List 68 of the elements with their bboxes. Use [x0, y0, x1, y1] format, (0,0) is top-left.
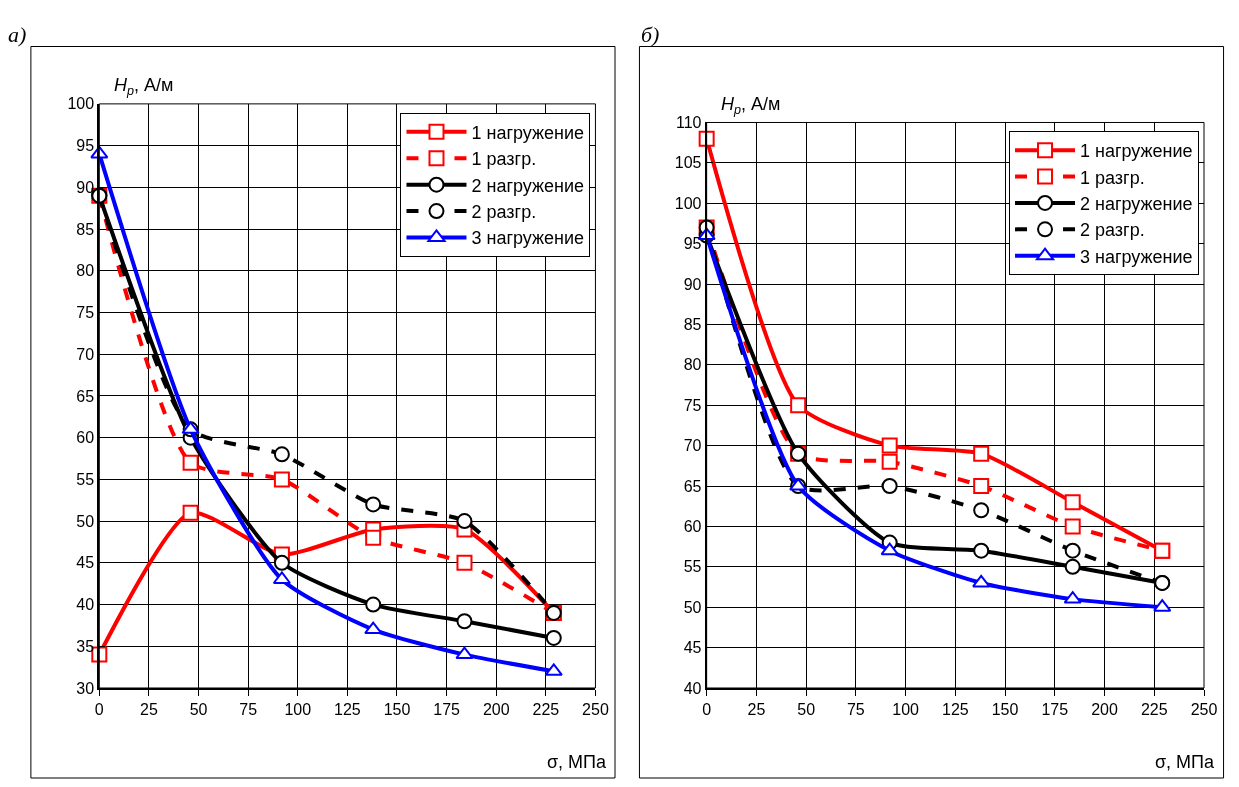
y-tick-label: 65 — [683, 477, 702, 495]
x-tick-label: 200 — [1091, 701, 1118, 719]
x-tick-label: 100 — [284, 701, 312, 719]
y-tick-label: 65 — [76, 387, 95, 405]
y-tick-label: 90 — [76, 178, 95, 196]
y-tick-label: 50 — [76, 512, 95, 530]
x-tick-label: 250 — [582, 701, 609, 719]
legend-label: 1 нагружение — [1080, 141, 1193, 162]
x-tick-label: 50 — [797, 701, 816, 719]
x-tick-label: 50 — [189, 701, 208, 719]
y-tick-label: 50 — [683, 598, 702, 616]
legend-label: 2 разгр. — [471, 202, 537, 223]
x-axis-title: σ, МПа — [1155, 752, 1216, 772]
y-tick-label: 105 — [674, 154, 702, 172]
y-tick-label: 55 — [76, 470, 95, 488]
x-tick-label: 250 — [1190, 701, 1218, 719]
y-tick-label: 85 — [76, 220, 95, 238]
chart-title: б) — [641, 22, 660, 47]
legend-label: 2 нагружение — [1080, 193, 1193, 214]
y-tick-label: 55 — [683, 558, 702, 576]
legend-label: 3 нагружение — [1080, 246, 1193, 267]
legend-label: 1 нагружение — [471, 122, 585, 143]
y-tick-label: 70 — [683, 437, 702, 455]
x-tick-label: 225 — [532, 701, 560, 719]
y-tick-label: 45 — [683, 639, 702, 657]
x-tick-label: 25 — [747, 701, 766, 719]
y-tick-label: 45 — [76, 554, 95, 572]
y-tick-label: 80 — [683, 356, 702, 374]
x-tick-label: 150 — [991, 701, 1019, 719]
y-tick-label: 60 — [683, 518, 702, 536]
y-tick-label: 75 — [683, 396, 702, 414]
chart-title: а) — [8, 22, 27, 47]
x-tick-label: 100 — [892, 701, 920, 719]
y-tick-label: 30 — [76, 679, 95, 697]
x-tick-label: 200 — [482, 701, 510, 719]
legend-label: 2 разгр. — [1080, 220, 1145, 241]
y-tick-label: 35 — [76, 637, 95, 655]
y-axis-title: H$_{p}$, А/м — [114, 75, 174, 98]
legend-label: 2 нагружение — [471, 175, 585, 196]
x-tick-label: 75 — [239, 701, 258, 719]
legend-label: 1 разгр. — [471, 149, 537, 170]
y-tick-label: 100 — [674, 194, 702, 212]
y-tick-label: 100 — [67, 95, 95, 113]
x-tick-label: 75 — [846, 701, 865, 719]
x-axis-title: σ, МПа — [547, 752, 608, 772]
x-tick-label: 225 — [1140, 701, 1168, 719]
x-tick-label: 175 — [433, 701, 461, 719]
legend-label: 1 разгр. — [1080, 167, 1145, 188]
y-tick-label: 75 — [76, 304, 95, 322]
legend-label: 3 нагружение — [471, 228, 585, 249]
x-tick-label: 125 — [334, 701, 361, 719]
y-tick-label: 90 — [683, 275, 702, 293]
x-tick-label: 125 — [941, 701, 969, 719]
y-axis-title: H$_{p}$, А/м — [721, 94, 781, 117]
y-tick-label: 95 — [683, 235, 702, 253]
y-tick-label: 60 — [76, 429, 95, 447]
x-tick-label: 0 — [94, 701, 104, 719]
y-tick-label: 85 — [683, 316, 702, 334]
y-tick-label: 70 — [76, 345, 95, 363]
x-tick-label: 175 — [1041, 701, 1069, 719]
y-tick-label: 80 — [76, 262, 95, 280]
x-tick-label: 150 — [383, 701, 411, 719]
y-tick-label: 40 — [76, 596, 95, 614]
y-tick-label: 95 — [76, 137, 95, 155]
y-tick-label: 40 — [683, 679, 702, 697]
x-tick-label: 0 — [702, 701, 712, 719]
x-tick-label: 25 — [140, 701, 158, 719]
y-tick-label: 110 — [675, 114, 702, 132]
